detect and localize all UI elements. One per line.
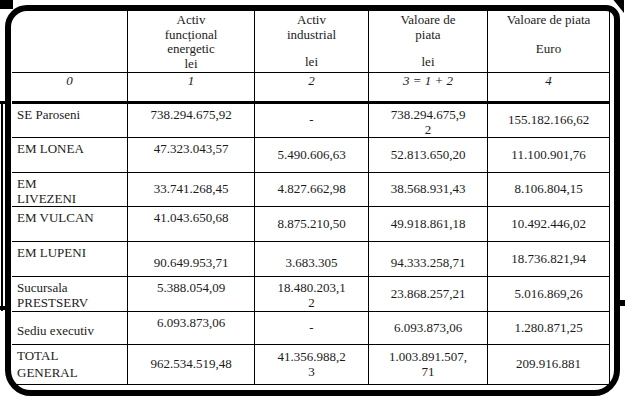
value-cell: 8.875.210,50 <box>255 207 369 242</box>
scan-artifact-left-line <box>1 101 3 311</box>
column-header-title: Activ industrial <box>287 13 336 42</box>
value-cell: 6.093.873,06 <box>128 312 255 345</box>
scanned-document-page: Activ funcțional energeticleiActiv indus… <box>0 0 625 400</box>
column-header-unit: lei <box>185 57 198 73</box>
column-header: Valoare de piata lei <box>369 10 488 73</box>
row-label: EM VULCAN <box>12 207 128 242</box>
column-header-unit: Euro <box>536 42 561 59</box>
value-cell: 209.916.881 <box>488 345 610 385</box>
value-cell: 5.490.606,63 <box>255 138 369 173</box>
value-cell: 90.649.953,71 <box>128 242 255 277</box>
value-cell: 49.918.861,18 <box>369 207 488 242</box>
row-label: EM LUPENI <box>12 242 128 277</box>
value-cell: 8.106.804,15 <box>488 173 610 207</box>
column-index-cell: 2 <box>255 73 369 104</box>
value-cell: 23.868.257,21 <box>369 277 488 312</box>
value-cell: 38.568.931,43 <box>369 173 488 207</box>
value-cell: 11.100.901,76 <box>488 138 610 173</box>
column-index-cell: 3 = 1 + 2 <box>369 73 488 104</box>
value-cell: - <box>255 104 369 138</box>
value-cell: 41.043.650,68 <box>128 207 255 242</box>
value-cell: 6.093.873,06 <box>369 312 488 345</box>
value-cell: 18.480.203,1 2 <box>255 277 369 312</box>
value-cell: 738.294.675,92 <box>128 104 255 138</box>
row-label: SE Paroseni <box>12 104 128 138</box>
column-header: Activ funcțional energeticlei <box>128 10 255 73</box>
row-label: EM LONEA <box>12 138 128 173</box>
column-header-title: Valoare de piata <box>400 13 455 42</box>
value-cell: 18.736.821,94 <box>488 242 610 277</box>
value-cell: 33.741.268,45 <box>128 173 255 207</box>
value-cell: 52.813.650,20 <box>369 138 488 173</box>
value-cell: 738.294.675,9 2 <box>369 104 488 138</box>
column-index-cell: 1 <box>128 73 255 104</box>
value-cell: - <box>255 312 369 345</box>
value-cell: 10.492.446,02 <box>488 207 610 242</box>
value-cell: 1.003.891.507, 71 <box>369 345 488 385</box>
scan-artifact-tick-right <box>616 300 625 306</box>
header-corner-cell <box>12 10 128 73</box>
value-cell: 47.323.043,57 <box>128 138 255 173</box>
row-label: Sediu executiv <box>12 312 128 345</box>
value-cell: 4.827.662,98 <box>255 173 369 207</box>
value-cell: 41.356.988,2 3 <box>255 345 369 385</box>
column-header-unit: lei <box>305 55 318 72</box>
column-index-cell: 0 <box>12 73 128 104</box>
value-cell: 94.333.258,71 <box>369 242 488 277</box>
row-label: EM LIVEZENI <box>12 173 128 207</box>
column-header-unit: lei <box>422 55 435 72</box>
row-label: TOTAL GENERAL <box>12 345 128 385</box>
value-cell: 5.016.869,26 <box>488 277 610 312</box>
value-cell: 962.534.519,48 <box>128 345 255 385</box>
value-cell: 1.280.871,25 <box>488 312 610 345</box>
valuation-table: Activ funcțional energeticleiActiv indus… <box>12 10 610 385</box>
scan-artifact-corner-dot <box>0 0 13 9</box>
column-header-title: Valoare de piata <box>507 13 591 28</box>
value-cell: 3.683.305 <box>255 242 369 277</box>
column-header: Valoare de piata Euro <box>488 10 610 73</box>
column-header: Activ industrial lei <box>255 10 369 73</box>
value-cell: 155.182.166,62 <box>488 104 610 138</box>
scan-artifact-tick-top <box>0 101 6 104</box>
scan-artifact-tick-bottom <box>0 306 9 310</box>
column-index-cell: 4 <box>488 73 610 104</box>
column-header-title: Activ funcțional energetic <box>165 13 218 57</box>
row-label: Sucursala PRESTSERV <box>12 277 128 312</box>
value-cell: 5.388.054,09 <box>128 277 255 312</box>
